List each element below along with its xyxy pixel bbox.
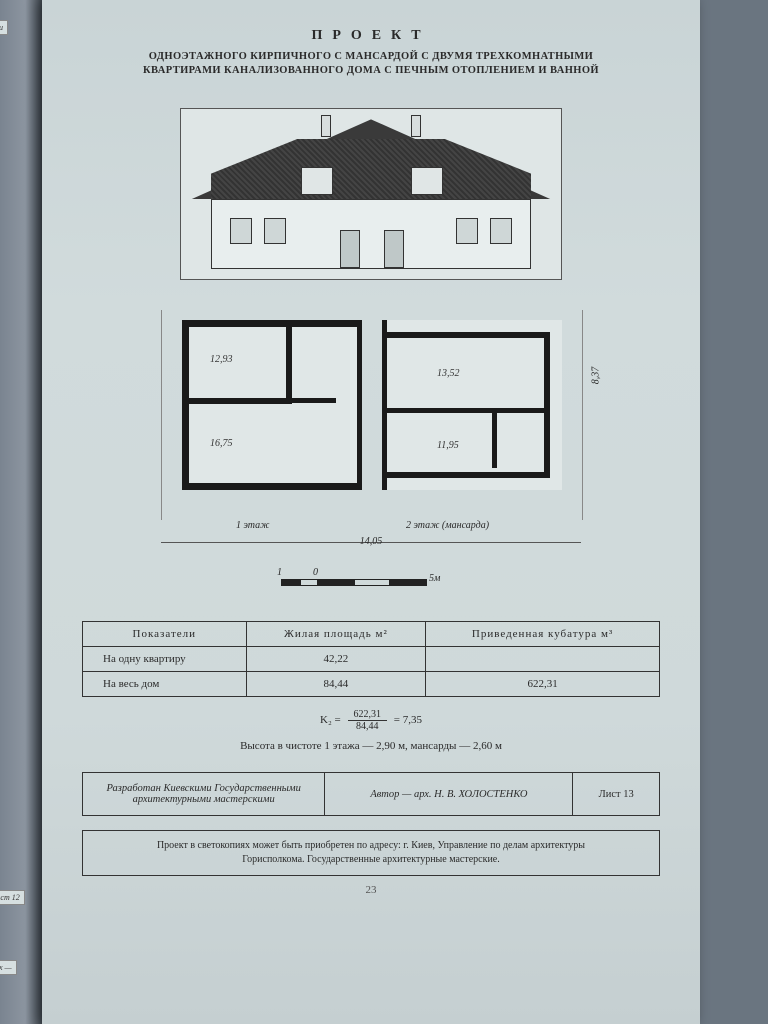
scale-label: 1 bbox=[277, 567, 282, 578]
credit-line: архитектурными мастерскими bbox=[133, 794, 275, 805]
scale-label: 0 bbox=[313, 567, 318, 578]
subtitle-line: КВАРТИРАМИ КАНАЛИЗОВАННОГО ДОМА С ПЕЧНЫМ… bbox=[143, 65, 599, 76]
credit-line: Разработан Киевскими Государственными bbox=[106, 783, 300, 794]
dimension-width: 14,05 bbox=[356, 536, 387, 547]
window-icon bbox=[490, 218, 512, 244]
room-area-label: 16,75 bbox=[210, 438, 233, 449]
title-main: ПРОЕКТ bbox=[82, 28, 660, 44]
floor-label-1: 1 этаж bbox=[236, 520, 269, 531]
document-page: ПРОЕКТ ОДНОЭТАЖНОГО КИРПИЧНОГО С МАНСАРД… bbox=[42, 0, 700, 1024]
window-icon bbox=[264, 218, 286, 244]
indicators-table: Показатели Жилая площадь м² Приведенная … bbox=[82, 621, 660, 697]
table-cell: 84,44 bbox=[246, 672, 426, 697]
formula-lhs: K₂ = bbox=[320, 714, 341, 726]
floor-label-2: 2 этаж (мансарда) bbox=[406, 520, 489, 531]
table-header: Показатели bbox=[83, 622, 247, 647]
table-cell: 622,31 bbox=[426, 672, 660, 697]
house-wall bbox=[211, 199, 531, 269]
table-cell: На одну квартиру bbox=[83, 647, 247, 672]
formula-fraction: 622,31 84,44 bbox=[348, 709, 388, 732]
credit-table: Разработан Киевскими Государственными ар… bbox=[82, 772, 660, 816]
room-area-label: 11,95 bbox=[437, 440, 459, 451]
footer-line: Горисполкома. Государственные архитектур… bbox=[242, 854, 500, 865]
author-cell: Автор — арх. Н. В. ХОЛОСТЕНКО bbox=[325, 773, 573, 816]
dormer-window bbox=[411, 167, 443, 195]
table-cell: На весь дом bbox=[83, 672, 247, 697]
footer-line: Проект в светокопиях может быть приобрет… bbox=[157, 840, 585, 851]
heights-note: Высота в чистоте 1 этажа — 2,90 м, манса… bbox=[82, 740, 660, 752]
room-area-label: 13,52 bbox=[437, 368, 460, 379]
chimney-icon bbox=[321, 115, 331, 137]
table-header: Жилая площадь м² bbox=[246, 622, 426, 647]
window-icon bbox=[456, 218, 478, 244]
k2-formula: K₂ = 622,31 84,44 = 7,35 bbox=[82, 709, 660, 732]
scale-bar: 1 0 5м bbox=[281, 575, 461, 591]
subtitle-line: ОДНОЭТАЖНОГО КИРПИЧНОГО С МАНСАРДОЙ С ДВ… bbox=[149, 51, 594, 62]
developed-by-cell: Разработан Киевскими Государственными ар… bbox=[83, 773, 325, 816]
room-area-label: 12,93 bbox=[210, 354, 233, 365]
prev-page-fragment: Лист 12 bbox=[0, 890, 25, 905]
door-icon bbox=[340, 230, 360, 268]
plan-mansard-floor: 13,52 11,95 bbox=[382, 320, 562, 490]
plan-first-floor: 12,93 16,75 bbox=[182, 320, 362, 490]
dimension-depth: 8,37 bbox=[590, 367, 601, 385]
sheet-number-cell: Лист 13 bbox=[573, 773, 660, 816]
table-cell bbox=[426, 647, 660, 672]
formula-denominator: 84,44 bbox=[348, 721, 388, 732]
chimney-icon bbox=[411, 115, 421, 137]
floor-plan: 12,93 16,75 13,52 11,95 8,37 1 этаж 2 эт… bbox=[161, 310, 581, 557]
formula-numerator: 622,31 bbox=[348, 709, 388, 721]
dormer-window bbox=[301, 167, 333, 195]
table-header: Приведенная кубатура м³ bbox=[426, 622, 660, 647]
window-icon bbox=[230, 218, 252, 244]
table-cell: 42,22 bbox=[246, 647, 426, 672]
table-row: На одну квартиру 42,22 bbox=[83, 647, 660, 672]
scale-label: 5м bbox=[429, 573, 440, 584]
table-row: На весь дом 84,44 622,31 bbox=[83, 672, 660, 697]
door-icon bbox=[384, 230, 404, 268]
book-spine: и Лист 12 их — bbox=[0, 0, 42, 1024]
roof-tiles bbox=[211, 139, 531, 199]
footer-note: Проект в светокопиях может быть приобрет… bbox=[82, 830, 660, 876]
prev-page-fragment: и bbox=[0, 20, 8, 35]
page-number: 23 bbox=[82, 884, 660, 896]
formula-rhs: = 7,35 bbox=[394, 714, 422, 726]
prev-page-fragment: их — bbox=[0, 960, 17, 975]
title-subtitle: ОДНОЭТАЖНОГО КИРПИЧНОГО С МАНСАРДОЙ С ДВ… bbox=[82, 50, 660, 78]
elevation-drawing bbox=[180, 108, 562, 280]
